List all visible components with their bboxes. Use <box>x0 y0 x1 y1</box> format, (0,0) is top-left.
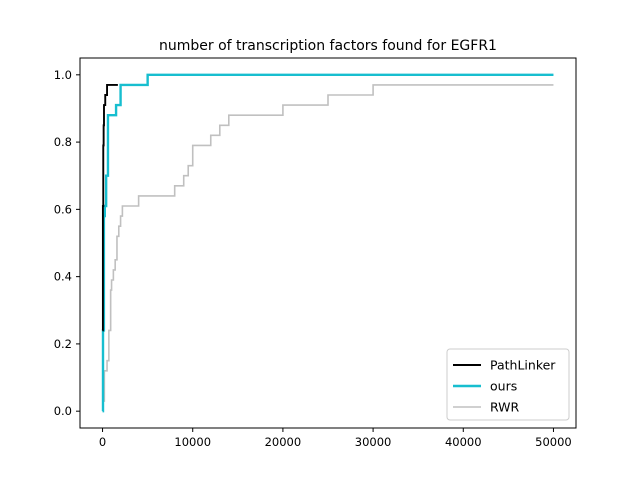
legend-label-ours: ours <box>490 379 517 394</box>
plot-frame <box>79 57 577 429</box>
series-line-rwr <box>102 84 554 412</box>
x-tick-label: 10000 <box>174 435 211 449</box>
x-tick-label: 20000 <box>265 435 302 449</box>
y-tick-label: 0.6 <box>54 202 72 216</box>
x-tick-label: 0 <box>99 435 106 449</box>
y-axis: 0.0 0.2 0.4 0.6 0.8 1.0 <box>54 68 80 418</box>
y-tick-label: 0.0 <box>54 404 72 418</box>
legend-label-rwr: RWR <box>490 400 520 415</box>
x-tick-label: 30000 <box>355 435 392 449</box>
x-tick-label: 40000 <box>445 435 482 449</box>
y-tick-label: 0.8 <box>54 135 72 149</box>
chart-title: number of transcription factors found fo… <box>159 38 497 54</box>
legend: PathLinker ours RWR <box>446 348 570 421</box>
series-line-ours <box>101 73 554 413</box>
x-axis: 0 10000 20000 30000 40000 50000 <box>99 428 572 449</box>
y-tick-label: 0.2 <box>54 337 72 351</box>
legend-box <box>446 348 570 421</box>
legend-label-pathlinker: PathLinker <box>490 358 556 373</box>
series-layer <box>101 73 554 413</box>
y-tick-label: 0.4 <box>54 270 72 284</box>
x-tick-label: 50000 <box>535 435 572 449</box>
series-line-pathlinker <box>101 83 118 332</box>
y-tick-label: 1.0 <box>54 68 72 82</box>
